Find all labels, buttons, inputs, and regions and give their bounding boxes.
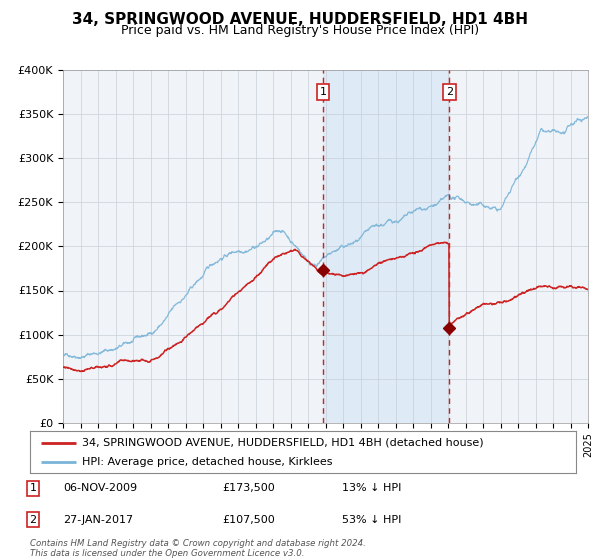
Text: 06-NOV-2009: 06-NOV-2009 <box>63 483 137 493</box>
Text: £173,500: £173,500 <box>222 483 275 493</box>
Text: 13% ↓ HPI: 13% ↓ HPI <box>342 483 401 493</box>
Text: This data is licensed under the Open Government Licence v3.0.: This data is licensed under the Open Gov… <box>30 549 305 558</box>
Text: 34, SPRINGWOOD AVENUE, HUDDERSFIELD, HD1 4BH: 34, SPRINGWOOD AVENUE, HUDDERSFIELD, HD1… <box>72 12 528 27</box>
Bar <box>323 70 449 423</box>
Text: 1: 1 <box>29 483 37 493</box>
Text: 2: 2 <box>29 515 37 525</box>
Text: HPI: Average price, detached house, Kirklees: HPI: Average price, detached house, Kirk… <box>82 457 332 467</box>
Text: 34, SPRINGWOOD AVENUE, HUDDERSFIELD, HD1 4BH (detached house): 34, SPRINGWOOD AVENUE, HUDDERSFIELD, HD1… <box>82 437 484 447</box>
Text: Contains HM Land Registry data © Crown copyright and database right 2024.: Contains HM Land Registry data © Crown c… <box>30 539 366 548</box>
Text: 1: 1 <box>319 87 326 97</box>
Text: 53% ↓ HPI: 53% ↓ HPI <box>342 515 401 525</box>
Text: 27-JAN-2017: 27-JAN-2017 <box>63 515 133 525</box>
Text: 2: 2 <box>446 87 453 97</box>
Text: Price paid vs. HM Land Registry's House Price Index (HPI): Price paid vs. HM Land Registry's House … <box>121 24 479 37</box>
Text: £107,500: £107,500 <box>222 515 275 525</box>
